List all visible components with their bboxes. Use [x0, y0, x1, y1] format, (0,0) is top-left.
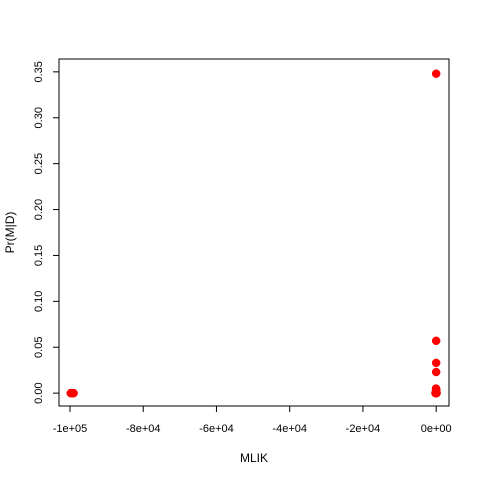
x-tick-label: -4e+04 — [272, 423, 307, 435]
y-tick-label: 0.35 — [33, 61, 45, 82]
x-axis-label: MLIK — [240, 451, 268, 465]
data-points — [66, 69, 441, 398]
data-point — [431, 358, 441, 368]
x-tick-label: 0e+00 — [421, 423, 452, 435]
x-tick-label: -2e+04 — [346, 423, 381, 435]
y-tick-label: 0.30 — [33, 107, 45, 128]
data-point — [69, 388, 78, 398]
data-point — [432, 388, 441, 398]
x-tick-label: -8e+04 — [126, 423, 161, 435]
y-tick-label: 0.15 — [33, 245, 45, 266]
x-axis: -1e+05 -8e+04 -6e+04 -4e+04 -2e+04 0e+00 — [53, 405, 452, 435]
y-tick-label: 0.10 — [33, 291, 45, 312]
y-axis-label: Pr(M|D) — [3, 212, 17, 254]
y-tick-label: 0.25 — [33, 153, 45, 174]
data-point — [431, 69, 441, 78]
y-tick-label: 0.00 — [33, 382, 45, 403]
x-tick-label: -6e+04 — [199, 423, 234, 435]
data-point — [431, 367, 441, 377]
y-axis: 0.00 0.05 0.10 0.15 0.20 0.25 0.30 0.35 — [33, 61, 60, 404]
y-tick-label: 0.20 — [33, 199, 45, 220]
data-point — [431, 336, 441, 346]
x-tick-label: -1e+05 — [53, 423, 88, 435]
y-tick-label: 0.05 — [33, 337, 45, 358]
